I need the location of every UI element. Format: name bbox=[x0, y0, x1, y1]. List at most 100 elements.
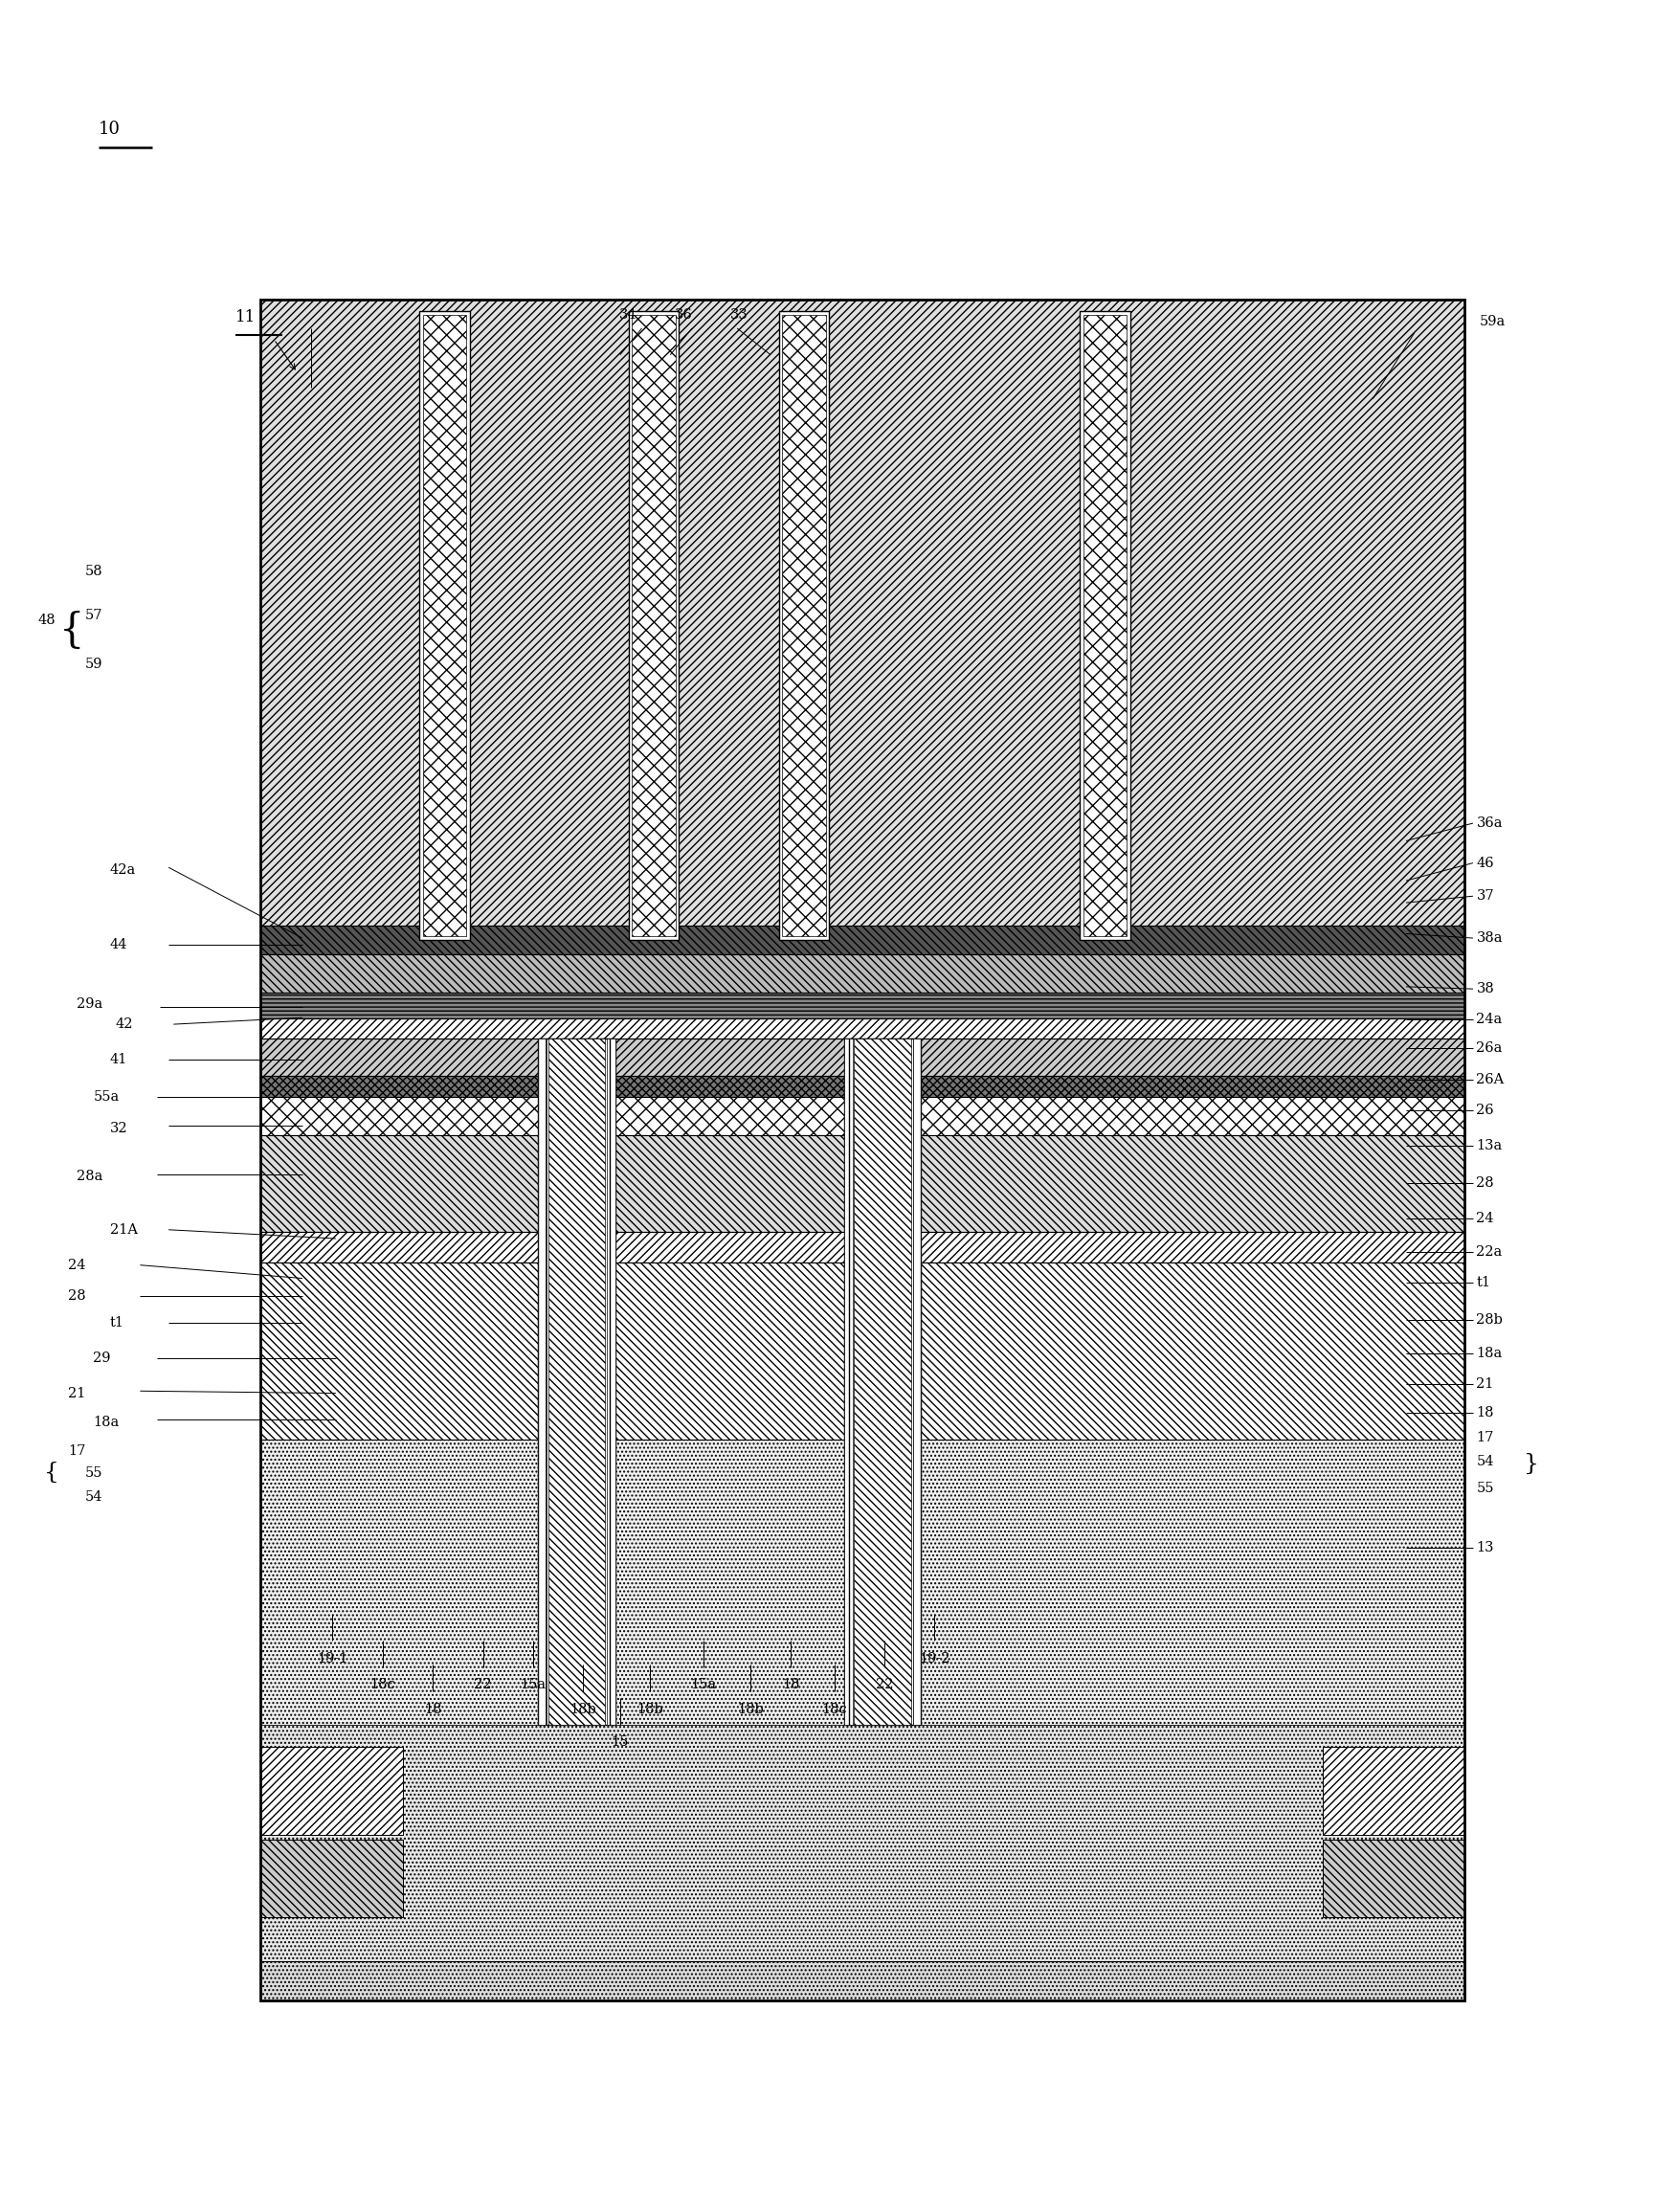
Bar bbox=[844, 1040, 921, 1725]
Text: 24: 24 bbox=[69, 1259, 85, 1272]
Bar bbox=[615, 1263, 844, 1440]
Text: 18: 18 bbox=[782, 1679, 799, 1692]
Text: t1: t1 bbox=[1476, 1276, 1491, 1290]
Text: 10: 10 bbox=[99, 122, 121, 137]
Text: 18b: 18b bbox=[737, 1703, 764, 1717]
Bar bbox=[261, 299, 1464, 2002]
Bar bbox=[615, 1440, 844, 1725]
Text: 13a: 13a bbox=[1476, 1139, 1502, 1152]
Text: 28: 28 bbox=[1476, 1177, 1494, 1190]
Bar bbox=[261, 956, 1464, 993]
Text: 46: 46 bbox=[1476, 856, 1494, 869]
Text: 26: 26 bbox=[1476, 1104, 1494, 1117]
Text: 34: 34 bbox=[620, 307, 638, 321]
Text: 15a: 15a bbox=[521, 1679, 546, 1692]
Bar bbox=[261, 1077, 1464, 1097]
Text: 29: 29 bbox=[94, 1352, 111, 1365]
Text: 36: 36 bbox=[675, 307, 693, 321]
Text: 38a: 38a bbox=[1476, 931, 1502, 945]
Bar bbox=[921, 1263, 1464, 1440]
Text: 24: 24 bbox=[1476, 1212, 1494, 1225]
Text: {: { bbox=[44, 1462, 59, 1484]
Bar bbox=[261, 1440, 538, 1725]
Text: 36a: 36a bbox=[1476, 816, 1502, 830]
Text: 15: 15 bbox=[611, 1736, 628, 1750]
Text: 55: 55 bbox=[1476, 1482, 1494, 1495]
Bar bbox=[913, 1040, 921, 1725]
Text: 21A: 21A bbox=[111, 1223, 137, 1237]
Bar bbox=[261, 1135, 1464, 1232]
Text: 28b: 28b bbox=[1476, 1314, 1502, 1327]
Text: 55a: 55a bbox=[94, 1091, 119, 1104]
Bar bbox=[921, 1440, 1464, 1725]
Text: {: { bbox=[59, 611, 84, 650]
Bar bbox=[261, 1840, 402, 1918]
Text: 28: 28 bbox=[69, 1290, 85, 1303]
Bar bbox=[538, 1040, 546, 1725]
Text: 22: 22 bbox=[474, 1679, 492, 1692]
Text: 19-2: 19-2 bbox=[920, 1652, 950, 1666]
Text: 26a: 26a bbox=[1476, 1042, 1502, 1055]
Text: 18b: 18b bbox=[570, 1703, 596, 1717]
Bar bbox=[261, 1747, 402, 1836]
Text: 21: 21 bbox=[1476, 1378, 1494, 1391]
Text: 21: 21 bbox=[69, 1387, 85, 1400]
Text: 17: 17 bbox=[69, 1444, 85, 1458]
Text: 18a: 18a bbox=[1476, 1347, 1502, 1360]
Text: 17: 17 bbox=[1476, 1431, 1494, 1444]
Bar bbox=[261, 1097, 1464, 1135]
Text: 26A: 26A bbox=[1476, 1073, 1504, 1086]
Text: 38: 38 bbox=[1476, 982, 1494, 995]
Text: 22: 22 bbox=[876, 1679, 893, 1692]
Text: 58: 58 bbox=[85, 564, 102, 577]
Text: 54: 54 bbox=[1476, 1455, 1494, 1469]
Bar bbox=[422, 314, 466, 936]
Bar bbox=[606, 1040, 615, 1725]
Bar bbox=[854, 1040, 911, 1725]
Text: 24a: 24a bbox=[1476, 1013, 1502, 1026]
Text: 32: 32 bbox=[111, 1121, 127, 1135]
Text: 18b: 18b bbox=[636, 1703, 663, 1717]
Text: 19-1: 19-1 bbox=[317, 1652, 348, 1666]
Text: 59a: 59a bbox=[1479, 314, 1506, 327]
Text: 41: 41 bbox=[111, 1053, 127, 1066]
Text: 42: 42 bbox=[116, 1018, 132, 1031]
Text: 33: 33 bbox=[730, 307, 747, 321]
Bar bbox=[419, 310, 469, 940]
Bar bbox=[538, 1040, 615, 1725]
Text: 48: 48 bbox=[39, 613, 55, 626]
Bar bbox=[1084, 314, 1127, 936]
Bar bbox=[261, 1962, 1464, 2002]
Bar bbox=[261, 299, 1464, 929]
Text: t1: t1 bbox=[111, 1316, 124, 1329]
Bar bbox=[261, 927, 1464, 956]
Text: 18: 18 bbox=[424, 1703, 442, 1717]
Text: 59: 59 bbox=[85, 657, 102, 670]
Bar bbox=[628, 310, 678, 940]
Text: 54: 54 bbox=[85, 1491, 102, 1504]
Text: 29a: 29a bbox=[77, 998, 102, 1011]
Bar bbox=[261, 1725, 1464, 1962]
Bar bbox=[844, 1040, 853, 1725]
Text: 57: 57 bbox=[85, 608, 102, 622]
Text: 18c: 18c bbox=[821, 1703, 848, 1717]
Bar bbox=[631, 314, 675, 936]
Text: 44: 44 bbox=[111, 938, 127, 951]
Text: 55: 55 bbox=[85, 1467, 102, 1480]
Text: 11: 11 bbox=[236, 310, 256, 325]
Bar bbox=[261, 1020, 1464, 1040]
Bar bbox=[261, 1040, 1464, 1077]
Bar bbox=[1323, 1840, 1464, 1918]
Bar bbox=[782, 314, 826, 936]
Text: 42a: 42a bbox=[111, 863, 136, 876]
Bar bbox=[261, 1232, 1464, 1263]
Text: }: } bbox=[1524, 1453, 1539, 1475]
Text: 18c: 18c bbox=[370, 1679, 395, 1692]
Bar bbox=[1323, 1747, 1464, 1836]
Text: 18: 18 bbox=[1476, 1407, 1494, 1420]
Bar bbox=[779, 310, 829, 940]
Bar bbox=[261, 1263, 538, 1440]
Text: 15a: 15a bbox=[690, 1679, 717, 1692]
Text: 13: 13 bbox=[1476, 1542, 1494, 1555]
Text: 18a: 18a bbox=[94, 1416, 119, 1429]
